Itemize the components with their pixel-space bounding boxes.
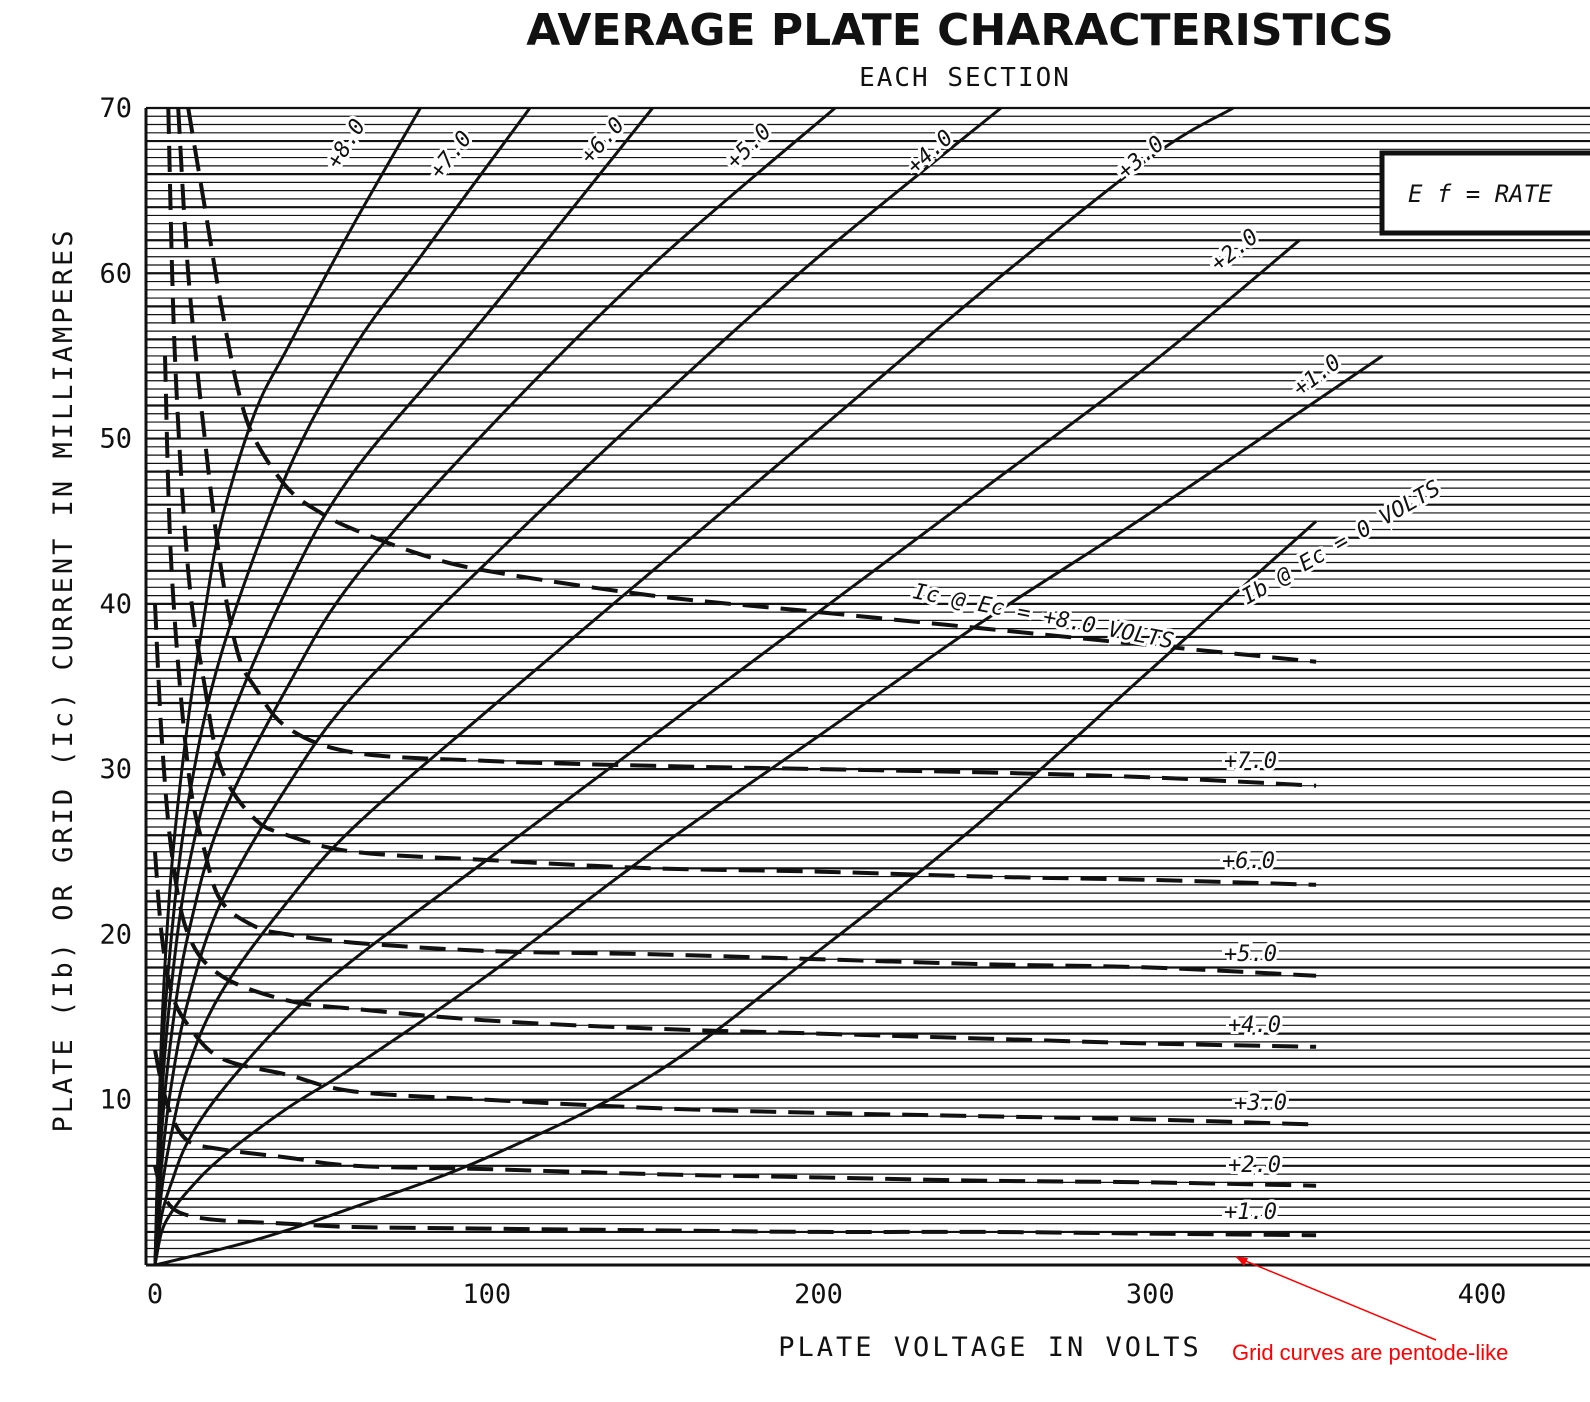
plate-curve — [154, 520, 1318, 1267]
box-text: E f = RATE — [1408, 180, 1553, 208]
grid-current-curve — [163, 355, 1317, 978]
annotation-text: Grid curves are pentode-like — [1232, 1340, 1508, 1365]
grid-current-curve — [153, 1049, 1317, 1188]
annotation-arrow — [1235, 1256, 1437, 1341]
grid-curve-label: +3.0 — [1234, 1091, 1287, 1116]
plate-curve — [153, 107, 422, 1266]
grid-current-curve — [153, 1165, 1317, 1238]
plate-curve-label: +1.0 — [1289, 350, 1346, 402]
grid-curve-label: +2.0 — [1228, 1153, 1281, 1178]
x-tick-label: 100 — [462, 1279, 511, 1310]
grid-current-curve — [186, 107, 1317, 664]
y-tick-label: 10 — [99, 1085, 132, 1116]
y-tick-label: 70 — [99, 93, 132, 124]
x-axis-label: PLATE VOLTAGE IN VOLTS — [778, 1332, 1202, 1363]
grid-curve-label: +4.0 — [1228, 1013, 1281, 1038]
x-tick-label: 300 — [1126, 1279, 1175, 1310]
filament-voltage-box: E f = RATE — [1379, 150, 1590, 236]
chart-title: AVERAGE PLATE CHARACTERISTICS — [526, 5, 1394, 56]
plate-curve — [153, 239, 1301, 1266]
annotation: Grid curves are pentode-like — [1232, 1256, 1508, 1365]
y-tick-label: 50 — [99, 424, 132, 455]
plate-curve-label: +8.0 — [322, 115, 371, 173]
x-tick-label: 0 — [147, 1279, 163, 1310]
grid-current-curve — [153, 603, 1317, 1049]
grid-current-curve — [166, 107, 1317, 887]
grid-curve-label: +6.0 — [1222, 849, 1275, 874]
grid-curve-label: +7.0 — [1224, 749, 1277, 774]
plate-curve — [153, 106, 837, 1266]
y-tick-label: 40 — [99, 589, 132, 620]
y-tick-label: 60 — [99, 258, 132, 289]
series-layer — [153, 106, 1384, 1267]
plate-curve — [153, 106, 1002, 1266]
grid-curve-label: +5.0 — [1224, 942, 1277, 967]
y-tick-label: 20 — [99, 919, 132, 950]
x-tick-label: 200 — [794, 1279, 843, 1310]
axis-ticks: 0 100 200 300 400 10 20 30 40 50 60 70 — [99, 93, 1506, 1310]
grid-curve-label: +1.0 — [1224, 1200, 1277, 1225]
grid-current-curve — [176, 107, 1317, 788]
plate-curve — [153, 354, 1384, 1266]
plate-curve — [153, 107, 654, 1266]
grid-lines — [144, 106, 1590, 1267]
chart-subtitle: EACH SECTION — [859, 63, 1071, 93]
y-axis-label: PLATE (Ib) OR GRID (Ic) CURRENT IN MILLI… — [48, 227, 79, 1132]
annotation-arrowhead — [1236, 1257, 1248, 1266]
x-tick-label: 400 — [1458, 1279, 1507, 1310]
plate-curve — [153, 107, 532, 1266]
y-tick-label: 30 — [99, 754, 132, 785]
plate-curve-label: +4.0 — [902, 125, 958, 179]
plate-curve — [153, 106, 1234, 1266]
grid-current-curve — [153, 851, 1317, 1127]
